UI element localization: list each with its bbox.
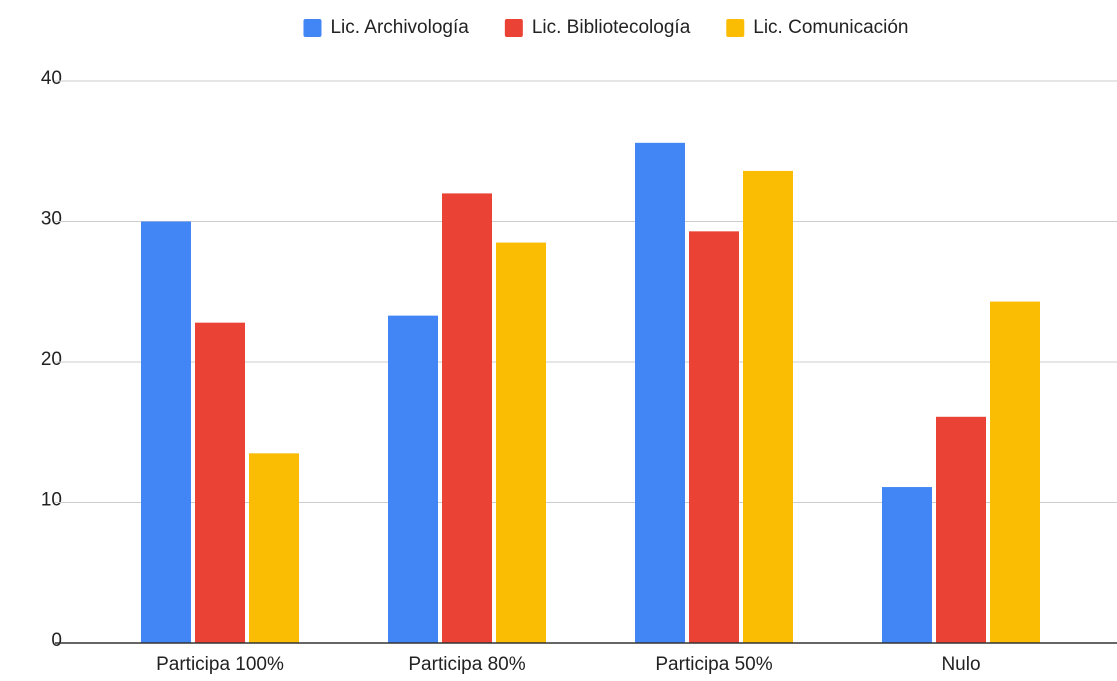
legend-swatch — [303, 19, 322, 37]
x-tick-label: Participa 80% — [408, 654, 525, 675]
legend-label: Lic. Bibliotecología — [532, 17, 691, 38]
bar — [689, 231, 739, 643]
bar — [635, 142, 685, 643]
bar — [936, 416, 986, 643]
y-tick-label: 10 — [41, 490, 62, 511]
legend-label: Lic. Archivología — [330, 17, 469, 38]
bar — [388, 315, 438, 643]
legend-swatch — [504, 19, 523, 37]
legend-label: Lic. Comunicación — [753, 17, 908, 38]
legend-swatch — [726, 19, 745, 37]
bar — [882, 487, 932, 643]
x-tick-label: Participa 50% — [655, 654, 772, 675]
y-tick-label: 20 — [41, 349, 62, 370]
bar — [990, 301, 1040, 643]
y-tick-label: 30 — [41, 209, 62, 230]
y-tick-label: 0 — [51, 630, 62, 651]
bar — [743, 170, 793, 644]
bar — [195, 322, 245, 643]
bar — [141, 221, 191, 643]
bar — [496, 242, 546, 643]
x-tick-label: Nulo — [941, 654, 980, 675]
bar — [442, 193, 492, 643]
y-tick-label: 40 — [41, 68, 62, 89]
bar — [249, 453, 299, 643]
x-tick-label: Participa 100% — [156, 654, 284, 675]
